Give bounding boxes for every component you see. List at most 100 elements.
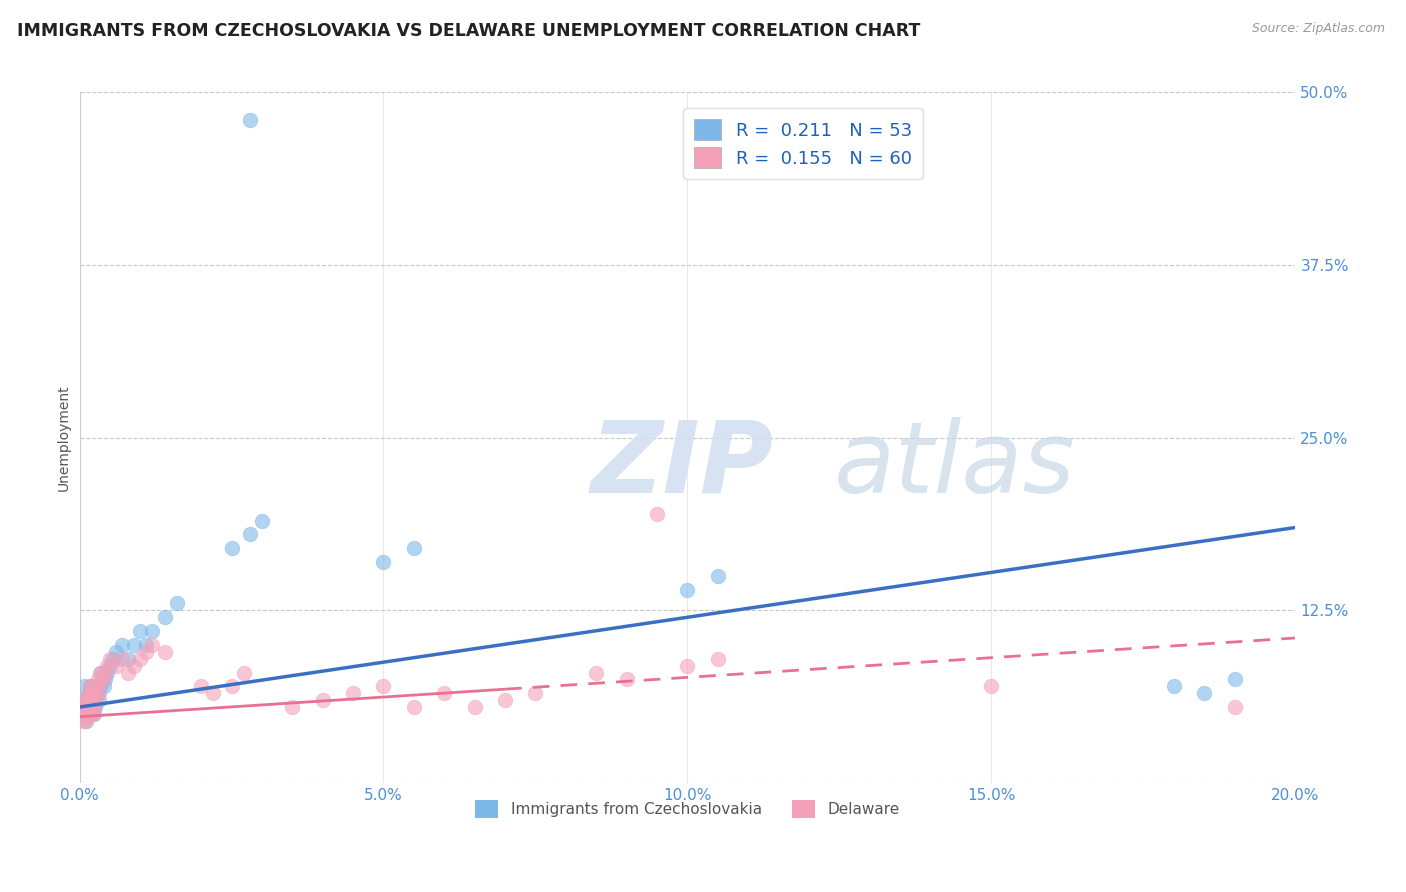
Point: [153, 645, 176, 659]
Point: [83, 706, 105, 721]
Point: [75, 714, 97, 728]
Point: [72, 714, 94, 728]
Point: [72, 706, 94, 721]
Point: [76, 693, 98, 707]
Point: [83, 693, 105, 707]
Point: [98, 658, 121, 673]
Point: [129, 624, 152, 639]
Point: [80, 693, 103, 707]
Point: [79, 700, 101, 714]
Point: [141, 624, 163, 639]
Point: [77, 700, 100, 714]
Point: [98, 651, 121, 665]
Point: [73, 706, 96, 721]
Point: [676, 582, 699, 597]
Point: [80, 700, 103, 714]
Point: [80, 686, 103, 700]
Y-axis label: Unemployment: Unemployment: [58, 384, 72, 491]
Point: [122, 638, 145, 652]
Point: [79, 679, 101, 693]
Point: [312, 693, 335, 707]
Point: [96, 665, 118, 680]
Point: [1223, 700, 1246, 714]
Point: [494, 693, 516, 707]
Point: [1163, 679, 1185, 693]
Point: [75, 693, 97, 707]
Point: [80, 706, 103, 721]
Point: [221, 679, 243, 693]
Point: [82, 706, 104, 721]
Point: [239, 113, 262, 128]
Point: [77, 706, 100, 721]
Point: [117, 651, 139, 665]
Point: [90, 665, 112, 680]
Point: [77, 693, 100, 707]
Point: [980, 679, 1002, 693]
Point: [80, 679, 103, 693]
Point: [373, 555, 395, 569]
Point: [73, 693, 96, 707]
Point: [77, 686, 100, 700]
Point: [75, 714, 97, 728]
Point: [281, 700, 304, 714]
Point: [83, 700, 105, 714]
Point: [80, 706, 103, 721]
Point: [84, 700, 107, 714]
Point: [87, 693, 110, 707]
Point: [70, 706, 93, 721]
Point: [433, 686, 456, 700]
Point: [76, 706, 98, 721]
Point: [135, 645, 157, 659]
Point: [524, 686, 547, 700]
Point: [79, 700, 101, 714]
Point: [373, 679, 395, 693]
Point: [190, 679, 212, 693]
Point: [202, 686, 225, 700]
Point: [464, 700, 486, 714]
Point: [82, 686, 104, 700]
Point: [77, 693, 100, 707]
Point: [73, 706, 96, 721]
Point: [153, 610, 176, 624]
Point: [82, 693, 104, 707]
Point: [250, 514, 273, 528]
Point: [73, 700, 96, 714]
Point: [402, 541, 425, 556]
Point: [94, 665, 117, 680]
Point: [616, 673, 638, 687]
Point: [80, 693, 103, 707]
Point: [93, 673, 115, 687]
Point: [96, 658, 118, 673]
Point: [80, 700, 103, 714]
Point: [75, 693, 97, 707]
Point: [77, 706, 100, 721]
Point: [77, 693, 100, 707]
Point: [239, 527, 262, 541]
Point: [73, 679, 96, 693]
Point: [76, 706, 98, 721]
Point: [87, 679, 110, 693]
Point: [84, 686, 107, 700]
Point: [73, 700, 96, 714]
Point: [1194, 686, 1216, 700]
Point: [94, 673, 117, 687]
Point: [402, 700, 425, 714]
Point: [82, 679, 104, 693]
Point: [122, 658, 145, 673]
Point: [79, 679, 101, 693]
Point: [87, 686, 110, 700]
Point: [129, 651, 152, 665]
Point: [676, 658, 699, 673]
Point: [72, 693, 94, 707]
Point: [87, 686, 110, 700]
Point: [89, 679, 111, 693]
Point: [135, 638, 157, 652]
Point: [101, 651, 124, 665]
Point: [111, 651, 134, 665]
Point: [93, 679, 115, 693]
Legend: Immigrants from Czechoslovakia, Delaware: Immigrants from Czechoslovakia, Delaware: [470, 794, 905, 823]
Text: Source: ZipAtlas.com: Source: ZipAtlas.com: [1251, 22, 1385, 36]
Text: ZIP: ZIP: [591, 417, 773, 514]
Point: [70, 700, 93, 714]
Point: [104, 658, 127, 673]
